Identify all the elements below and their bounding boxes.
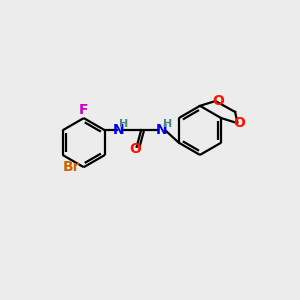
Text: N: N (113, 123, 124, 137)
Text: N: N (156, 123, 168, 137)
Text: O: O (212, 94, 224, 108)
Text: F: F (79, 103, 88, 117)
Text: O: O (233, 116, 245, 130)
Text: O: O (130, 142, 142, 156)
Text: H: H (119, 119, 128, 129)
Text: H: H (163, 119, 172, 129)
Text: Br: Br (63, 160, 81, 174)
